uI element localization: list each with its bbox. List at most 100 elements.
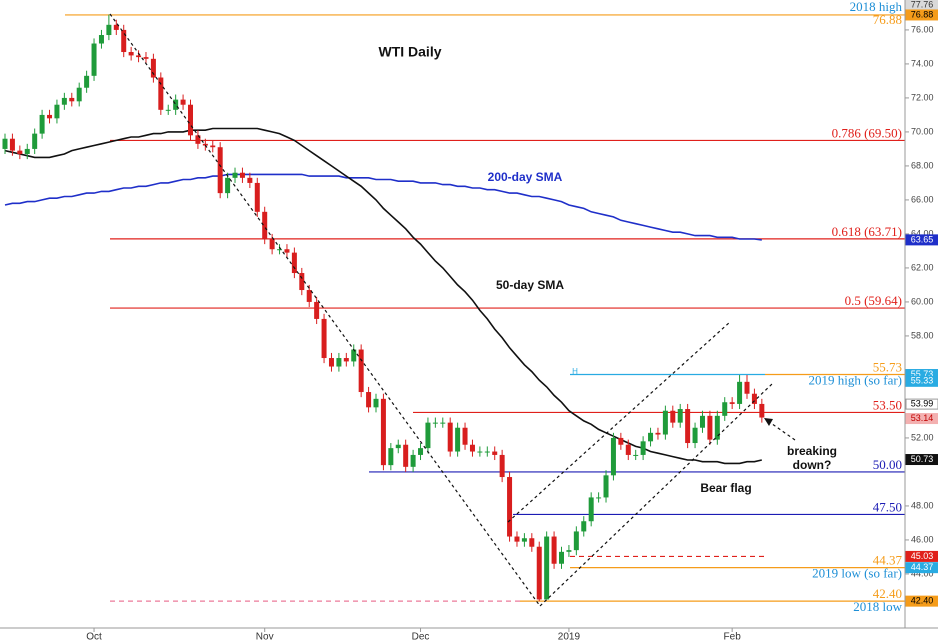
price-tag (905, 562, 938, 574)
annotations: WTI Daily 200-day SMA 50-day SMA Bear flag b… (378, 44, 837, 495)
candle-body (499, 454, 505, 478)
candle-body (373, 398, 379, 408)
price-tag-label: 50.73 (911, 454, 934, 464)
candle-body (648, 432, 654, 442)
candle-body (544, 536, 550, 600)
candle-body (343, 358, 349, 362)
candle-body (217, 147, 223, 194)
candle-body (61, 97, 67, 105)
candle-body (106, 24, 112, 36)
candle-body (432, 422, 438, 424)
candle-body (91, 43, 97, 76)
annotation: 200-day SMA (488, 170, 563, 184)
candle-body (395, 444, 401, 449)
candle-body (403, 444, 409, 467)
price-tag (905, 398, 938, 410)
downtrend-line (109, 13, 541, 607)
candle-body (425, 422, 431, 449)
x-tick-label: Dec (412, 632, 430, 643)
candle-body (336, 358, 342, 367)
candle-body (173, 99, 179, 110)
price-tag (905, 234, 938, 246)
y-tick-label: 76.00 (911, 24, 934, 34)
y-tick-label: 44.00 (911, 568, 934, 578)
annotation: Bear flag (700, 481, 751, 495)
price-tag-label: 53.99 (911, 398, 934, 408)
price-tag-label: 55.73 (911, 369, 934, 379)
level-caption: 2019 high (so far) (808, 373, 902, 388)
sma-line (4, 127, 762, 465)
candle-body (722, 402, 728, 416)
candle-body (596, 497, 602, 499)
candle-body (418, 448, 424, 455)
candle-body (150, 58, 156, 78)
level-label: 50.00 (873, 457, 902, 472)
candle-body (158, 77, 164, 110)
price-tag-label: 45.03 (911, 551, 934, 561)
candle-body (484, 451, 490, 453)
candle-body (47, 114, 53, 119)
candle-body (603, 475, 609, 498)
arrow-head (764, 418, 773, 426)
x-tick-label: Nov (256, 632, 274, 643)
candle-body (536, 546, 542, 600)
candle-body (2, 138, 8, 149)
candle-body (247, 177, 253, 183)
candle-body (759, 403, 765, 418)
candle-body (477, 451, 483, 453)
candle-body (610, 437, 616, 476)
candle-body (24, 148, 30, 155)
y-tick-label: 48.00 (911, 500, 934, 510)
candle-body (113, 24, 119, 30)
candle-body (165, 109, 171, 111)
candle-body (136, 55, 142, 58)
candle-body (328, 358, 334, 367)
candle-body (737, 381, 743, 404)
level-label: 53.50 (873, 397, 902, 412)
candle-body (514, 536, 520, 542)
candle-body (492, 451, 498, 455)
price-tag (905, 9, 938, 21)
price-tag-label: 76.88 (911, 9, 934, 19)
y-tick-label: 72.00 (911, 92, 934, 102)
candle-body (232, 172, 238, 178)
candle-body (195, 135, 201, 144)
candle-body (358, 349, 364, 393)
candle-body (662, 410, 668, 435)
candle-body (581, 521, 587, 532)
candle-body (388, 448, 394, 466)
candle-body (262, 211, 268, 240)
y-tick-label: 68.00 (911, 160, 934, 170)
y-tick-label: 70.00 (911, 126, 934, 136)
x-tick-label: 2019 (558, 632, 581, 643)
annotation: 50-day SMA (496, 278, 564, 292)
y-tick-label: 60.00 (911, 296, 934, 306)
candle-body (573, 531, 579, 551)
annotation: down? (793, 458, 832, 472)
candle-body (39, 114, 45, 134)
level-label: 0.786 (69.50) (832, 125, 902, 140)
candle-body (559, 551, 564, 564)
candle-body (410, 454, 416, 467)
candle-body (507, 477, 513, 537)
candle-body (291, 252, 297, 274)
candle-body (84, 75, 90, 88)
y-tick-label: 46.00 (911, 534, 934, 544)
candle-body (299, 273, 305, 291)
candle-body (69, 97, 75, 102)
price-tag-label: 53.14 (911, 413, 934, 423)
axis: 44.00 46.00 48.00 52.00 58.00 60.00 62.00 64.00… (86, 0, 938, 643)
candle-body (239, 172, 245, 178)
trendlines (109, 13, 796, 607)
candle-body (277, 249, 283, 251)
price-tag-label: 44.37 (911, 562, 934, 572)
candle-body (455, 427, 461, 452)
candle-body (699, 415, 705, 428)
candle-body (618, 437, 624, 445)
candle-body (633, 454, 639, 456)
candle-body (447, 422, 453, 452)
level-label: 0.5 (59.64) (845, 293, 902, 308)
y-tick-label: 62.00 (911, 262, 934, 272)
